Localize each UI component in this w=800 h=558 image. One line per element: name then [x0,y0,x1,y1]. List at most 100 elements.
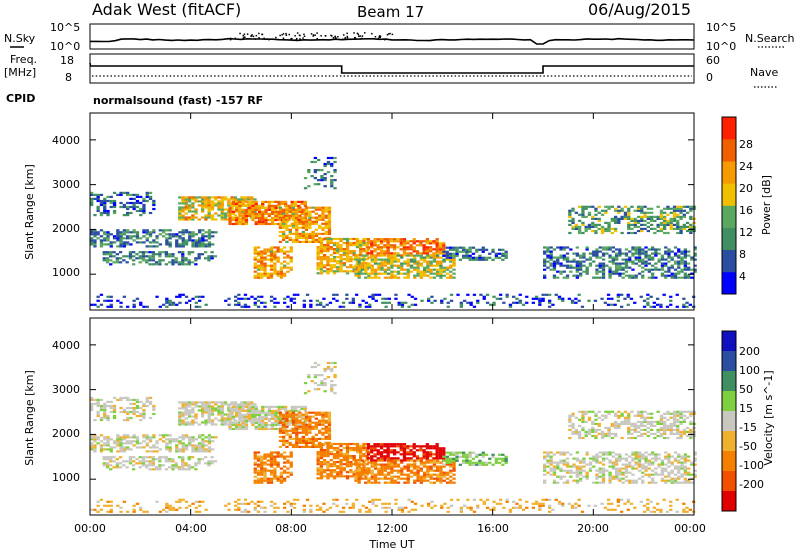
velocity-cell [420,478,423,480]
power-cell [254,275,257,277]
power-cell [548,302,551,304]
nsky-point [357,33,359,35]
velocity-cell [387,478,390,480]
power-cell [607,304,610,306]
power-cell [443,267,446,269]
velocity-cell [416,470,419,472]
power-cell [561,298,564,300]
power-cell [643,216,646,218]
power-cell [185,296,188,298]
power-cell [277,302,280,304]
power-cell [367,263,370,265]
power-cell [119,233,122,235]
velocity-cell [136,446,139,448]
velocity-cell [317,463,320,465]
power-cell [588,224,591,226]
power-cell [201,296,204,298]
power-cell [618,265,621,267]
velocity-cell [232,410,235,412]
velocity-cell [400,474,403,476]
power-cell [282,211,285,213]
power-cell [420,300,423,302]
power-cell [152,251,155,253]
power-cell [384,259,387,261]
velocity-cell [397,478,400,480]
velocity-cell [423,462,426,464]
velocity-cell [250,401,253,403]
freq-panel [90,54,694,83]
velocity-cell [263,474,266,476]
velocity-cell [323,469,326,471]
power-cell [308,235,311,237]
velocity-cell [397,466,400,468]
power-cell [550,257,553,259]
velocity-cell [280,456,283,458]
power-cell [254,265,257,267]
power-cell [607,228,610,230]
velocity-cell [204,401,207,403]
power-cell [277,275,280,277]
power-cell [185,206,188,208]
power-cell [315,241,318,243]
velocity-cell [292,424,295,426]
power-cell [119,231,122,233]
velocity-cell [285,446,288,448]
power-cell [328,231,331,233]
power-cell [365,302,368,304]
power-cell [650,216,653,218]
power-cell [674,253,677,255]
power-cell [381,298,384,300]
velocity-cell [361,472,364,474]
power-cell [666,214,669,216]
power-cell [336,260,339,262]
velocity-cell [207,464,210,466]
power-cell [651,257,654,259]
velocity-cell [390,457,393,459]
velocity-cell [305,440,308,442]
power-cell [615,267,618,269]
power-cell [258,213,261,215]
velocity-cell [270,460,273,462]
power-cell [292,225,295,227]
velocity-cell [426,455,429,457]
nsky-point [304,36,306,38]
power-cell [617,218,620,220]
velocity-cell [393,453,396,455]
velocity-cell [312,412,315,414]
power-cell [472,253,475,255]
power-cell [634,220,637,222]
power-cell [106,196,109,198]
power-cell [317,183,320,185]
power-cell [578,220,581,222]
power-cell [211,208,214,210]
power-cell [250,196,253,198]
power-cell [561,300,564,302]
velocity-cell [498,462,501,464]
velocity-cell [152,468,155,470]
power-cell [670,212,673,214]
power-cell [423,257,426,259]
date-label: 06/Aug/2015 [588,0,691,19]
power-cell [97,237,100,239]
velocity-cell [390,480,393,482]
power-cell [506,296,509,298]
velocity-cell [185,411,188,413]
power-cell [436,252,439,254]
velocity-cell [188,440,191,442]
power-cell [676,294,679,296]
power-cell [449,255,452,257]
velocity-cell [505,462,508,464]
velocity-cell [295,414,298,416]
power-cell [227,304,230,306]
velocity-cell [469,462,472,464]
power-cell [323,266,326,268]
velocity-cell [93,450,96,452]
velocity-cell [103,405,106,407]
power-cell [532,302,535,304]
power-cell [498,253,501,255]
power-cell [129,202,132,204]
velocity-cell [591,423,594,425]
velocity-cell [370,449,373,451]
power-cell [303,300,306,302]
velocity-cell [109,458,112,460]
